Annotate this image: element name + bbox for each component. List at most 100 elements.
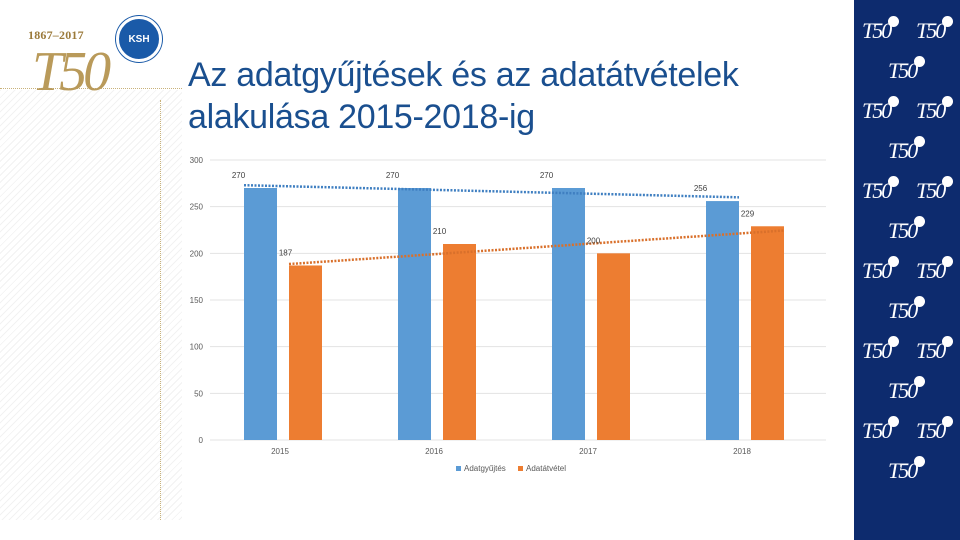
t150-pattern-mark: T50: [916, 18, 946, 43]
t150-pattern-mark: T50: [888, 218, 918, 243]
y-tick-label: 50: [194, 389, 203, 398]
ksh-pattern-badge-icon: [888, 256, 899, 267]
ksh-pattern-badge-icon: [914, 136, 925, 147]
t150-pattern-logo: T50: [916, 16, 960, 44]
bar-adatatvetel: [443, 244, 476, 440]
t150-pattern-logo: T50: [916, 416, 960, 444]
t150-pattern-mark: T50: [862, 258, 892, 283]
ksh-pattern-badge-icon: [888, 416, 899, 427]
t150-pattern-mark: T50: [862, 98, 892, 123]
bar-adatgyujtes: [244, 188, 277, 440]
t150-pattern-mark: T50: [916, 178, 946, 203]
ksh-pattern-badge-icon: [914, 376, 925, 387]
page-title: Az adatgyűjtések és az adatátvételek ala…: [188, 54, 828, 138]
t150-pattern-logo: T50: [888, 456, 932, 484]
t150-pattern-mark: T50: [888, 458, 918, 483]
t150-pattern-logo: T50: [888, 296, 932, 324]
y-tick-label: 0: [199, 436, 204, 445]
y-tick-label: 100: [190, 343, 204, 352]
decorative-hatch: [0, 90, 182, 520]
ksh-pattern-badge-icon: [942, 176, 953, 187]
data-label: 200: [587, 236, 601, 245]
t150-pattern-mark: T50: [916, 418, 946, 443]
t150-pattern-mark: T50: [888, 298, 918, 323]
trendline-adatatvetel: [288, 229, 785, 266]
t150-pattern-logo: T50: [862, 96, 906, 124]
t150-pattern-mark: T50: [862, 338, 892, 363]
bar-adatgyujtes: [552, 188, 585, 440]
bar-adatatvetel: [597, 253, 630, 440]
t150-pattern-mark: T50: [916, 98, 946, 123]
t150-pattern-mark: T50: [916, 338, 946, 363]
ksh-pattern-badge-icon: [888, 16, 899, 27]
t150-pattern-logo: T50: [916, 256, 960, 284]
chart-trendlines: [243, 183, 785, 266]
bar-adatgyujtes: [706, 201, 739, 440]
chart-legend: Adatgyűjtés Adatátvétel: [456, 464, 566, 473]
x-tick-label: 2015: [271, 447, 289, 456]
legend-swatch: [456, 466, 461, 471]
t150-pattern-mark: T50: [888, 378, 918, 403]
y-tick-label: 300: [190, 156, 204, 165]
chart-labels: 0 50 100 150 200 250 300 270 270 270 256 187 210 200 2…: [190, 156, 755, 456]
bar-adatgyujtes: [398, 188, 431, 440]
data-label: 187: [279, 248, 293, 257]
data-label: 210: [433, 227, 447, 236]
ksh-pattern-badge-icon: [914, 296, 925, 307]
title-line-2: alakulása 2015-2018-ig: [188, 98, 535, 136]
t150-pattern-mark: T50: [862, 178, 892, 203]
ksh-pattern-badge-icon: [888, 96, 899, 107]
ksh-pattern-badge-icon: [942, 16, 953, 27]
t150-pattern-logo: T50: [888, 376, 932, 404]
ksh-pattern-badge-icon: [914, 456, 925, 467]
ksh-pattern-badge-icon: [942, 256, 953, 267]
decorative-dotted-line: [0, 88, 182, 89]
t150-pattern-logo: T50: [862, 256, 906, 284]
ksh-pattern-badge-icon: [888, 176, 899, 187]
t150-pattern-logo: T50: [888, 136, 932, 164]
y-tick-label: 150: [190, 296, 204, 305]
data-label: 270: [540, 171, 554, 180]
y-tick-label: 250: [190, 203, 204, 212]
trendline-adatgyujtes: [243, 183, 740, 199]
t150-pattern-logo: T50: [888, 56, 932, 84]
t150-pattern-mark: T50: [916, 258, 946, 283]
t150-pattern-logo: T50: [916, 176, 960, 204]
ksh-badge: KSH: [116, 16, 162, 62]
decorative-side-panel: T50 T50 T50 T50 T50 T50 T50 T50 T50 T50 T50 T50 T50 T…: [854, 0, 960, 540]
y-tick-label: 200: [190, 249, 204, 258]
ksh-pattern-badge-icon: [942, 336, 953, 347]
ksh-pattern-badge-icon: [888, 336, 899, 347]
x-tick-label: 2017: [579, 447, 597, 456]
t150-pattern-mark: T50: [862, 18, 892, 43]
data-label: 270: [232, 171, 246, 180]
brand-logo: 1867–2017 T50 KSH: [12, 10, 172, 100]
ksh-pattern-badge-icon: [914, 216, 925, 227]
ksh-pattern-badge-icon: [914, 56, 925, 67]
t150-pattern-logo: T50: [862, 176, 906, 204]
bar-adatatvetel: [289, 265, 322, 440]
data-label: 270: [386, 171, 400, 180]
t150-pattern-mark: T50: [888, 58, 918, 83]
t150-logo-mark: T50: [32, 41, 111, 103]
bar-adatatvetel: [751, 226, 784, 440]
legend-label: Adatgyűjtés: [464, 464, 506, 473]
t150-pattern-logo: T50: [916, 96, 960, 124]
decorative-dotted-line: [160, 100, 161, 520]
legend-label: Adatátvétel: [526, 464, 566, 473]
data-label: 229: [741, 209, 755, 218]
legend-swatch: [518, 466, 523, 471]
x-tick-label: 2018: [733, 447, 751, 456]
t150-pattern-mark: T50: [888, 138, 918, 163]
t150-pattern-logo: T50: [862, 336, 906, 364]
data-label: 256: [694, 184, 708, 193]
t150-pattern-logo: T50: [862, 16, 906, 44]
ksh-pattern-badge-icon: [942, 96, 953, 107]
t150-pattern-logo: T50: [888, 216, 932, 244]
title-line-1: Az adatgyűjtések és az adatátvételek: [188, 56, 739, 94]
t150-pattern-mark: T50: [862, 418, 892, 443]
chart-bars: [244, 188, 784, 440]
x-tick-label: 2016: [425, 447, 443, 456]
anniversary-years: 1867–2017: [28, 28, 84, 42]
